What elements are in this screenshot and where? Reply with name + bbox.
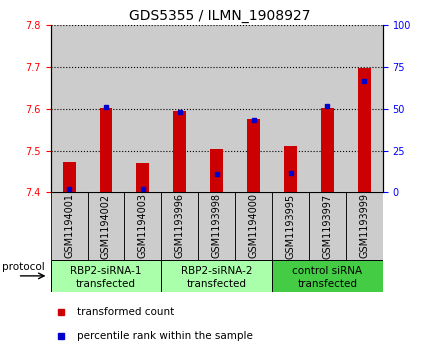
Bar [247, 118, 260, 192]
Text: transfected: transfected [76, 279, 136, 289]
Bar [136, 163, 149, 192]
Text: percentile rank within the sample: percentile rank within the sample [77, 331, 253, 341]
Bar [88, 25, 125, 192]
Text: control siRNA: control siRNA [292, 266, 363, 276]
FancyBboxPatch shape [51, 192, 88, 260]
FancyBboxPatch shape [125, 192, 161, 260]
FancyBboxPatch shape [161, 192, 198, 260]
Text: GSM1193997: GSM1193997 [323, 193, 333, 258]
Text: GSM1194002: GSM1194002 [101, 193, 111, 258]
Bar [161, 25, 198, 192]
Text: GSM1194003: GSM1194003 [138, 193, 148, 258]
Text: GSM1193995: GSM1193995 [286, 193, 296, 258]
FancyBboxPatch shape [88, 192, 125, 260]
FancyBboxPatch shape [346, 192, 383, 260]
Bar [358, 68, 371, 192]
Text: GSM1193999: GSM1193999 [359, 193, 369, 258]
Bar [210, 148, 223, 192]
Bar [198, 25, 235, 192]
FancyBboxPatch shape [51, 260, 161, 292]
Bar [321, 108, 334, 192]
Text: GSM1194001: GSM1194001 [64, 193, 74, 258]
FancyBboxPatch shape [235, 192, 272, 260]
Bar [125, 25, 161, 192]
FancyBboxPatch shape [161, 260, 272, 292]
Bar [173, 111, 186, 192]
Text: transfected: transfected [297, 279, 357, 289]
FancyBboxPatch shape [272, 260, 383, 292]
Bar [284, 146, 297, 192]
Text: GSM1194000: GSM1194000 [249, 193, 259, 258]
Text: transfected: transfected [187, 279, 247, 289]
Text: GSM1193996: GSM1193996 [175, 193, 185, 258]
Text: GDS5355 / ILMN_1908927: GDS5355 / ILMN_1908927 [129, 9, 311, 23]
Bar [235, 25, 272, 192]
Text: protocol: protocol [2, 262, 45, 272]
Bar [51, 25, 88, 192]
Text: RBP2-siRNA-2: RBP2-siRNA-2 [181, 266, 253, 276]
FancyBboxPatch shape [272, 192, 309, 260]
Bar [99, 108, 113, 192]
Bar [346, 25, 383, 192]
Text: RBP2-siRNA-1: RBP2-siRNA-1 [70, 266, 142, 276]
FancyBboxPatch shape [309, 192, 346, 260]
Text: transformed count: transformed count [77, 307, 174, 317]
Bar [309, 25, 346, 192]
Text: GSM1193998: GSM1193998 [212, 193, 222, 258]
FancyBboxPatch shape [198, 192, 235, 260]
Bar [62, 162, 76, 192]
Bar [272, 25, 309, 192]
